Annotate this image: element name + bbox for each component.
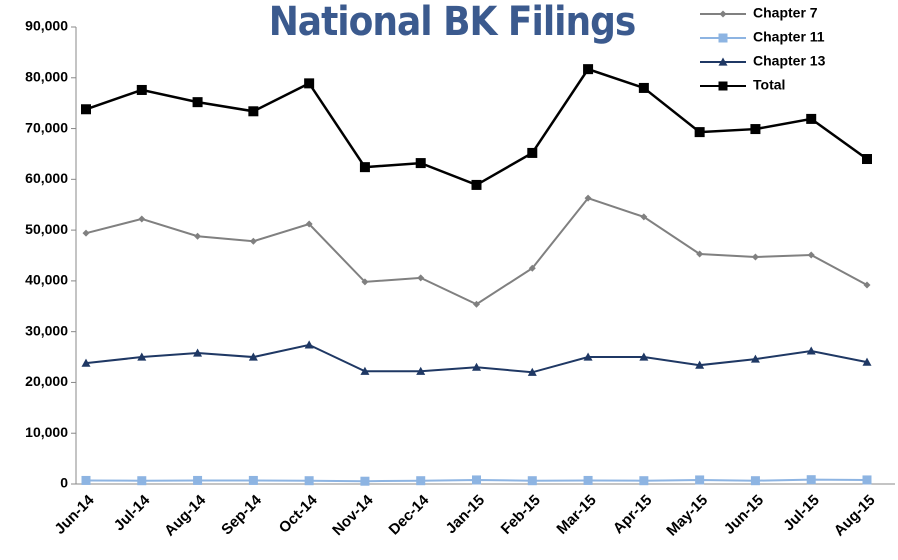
x-tick-label: May-15	[663, 492, 711, 540]
marker	[751, 253, 759, 261]
marker	[638, 82, 649, 93]
x-tick-label: Nov-14	[329, 491, 377, 539]
marker	[473, 300, 480, 308]
marker	[137, 352, 147, 361]
y-tick-label: 70,000	[25, 119, 68, 135]
legend-marker	[718, 33, 728, 43]
marker	[360, 476, 370, 486]
marker	[583, 352, 593, 361]
marker	[304, 78, 315, 89]
marker	[527, 147, 538, 158]
marker	[696, 250, 704, 258]
x-tick-label: Sep-14	[218, 491, 265, 538]
marker	[640, 213, 648, 221]
marker	[304, 340, 314, 349]
marker	[361, 278, 369, 286]
marker	[360, 366, 370, 375]
marker	[81, 358, 91, 367]
y-tick-label: 10,000	[25, 424, 68, 440]
x-tick-label: Apr-15	[610, 492, 656, 538]
marker	[584, 194, 592, 202]
x-tick-label: Feb-15	[498, 492, 544, 538]
x-tick-label: Oct-14	[276, 491, 321, 536]
marker	[193, 348, 203, 357]
legend-marker	[718, 81, 728, 91]
legend-label: Chapter 7	[753, 5, 818, 21]
x-tick-label: Jul-14	[111, 491, 154, 534]
marker	[82, 229, 90, 237]
legend-label: Chapter 11	[753, 29, 825, 45]
y-tick-label: 30,000	[25, 322, 68, 338]
x-tick-label: Mar-15	[553, 492, 599, 538]
marker	[750, 124, 761, 135]
marker	[415, 158, 426, 169]
x-tick-label: Aug-15	[831, 492, 879, 540]
marker	[639, 476, 649, 486]
marker	[81, 104, 91, 115]
marker	[249, 237, 257, 245]
y-tick-label: 90,000	[25, 18, 68, 34]
x-tick-label: Jun-15	[721, 492, 767, 538]
marker	[472, 475, 481, 485]
legend-marker	[719, 10, 727, 18]
marker	[416, 476, 426, 486]
marker	[193, 475, 203, 485]
y-tick-label: 0	[60, 475, 68, 491]
y-tick-label: 60,000	[25, 170, 68, 186]
marker	[750, 354, 760, 363]
marker	[416, 366, 426, 375]
marker	[694, 127, 705, 138]
marker	[137, 476, 147, 486]
x-tick-label: Dec-14	[386, 491, 433, 538]
marker	[248, 352, 258, 361]
marker	[639, 352, 649, 361]
marker	[806, 475, 816, 485]
marker	[136, 84, 147, 95]
marker	[248, 475, 258, 485]
marker	[750, 476, 760, 486]
marker	[527, 476, 537, 486]
marker	[583, 64, 594, 75]
marker	[194, 232, 202, 240]
marker	[471, 179, 482, 190]
marker	[862, 154, 872, 165]
marker	[304, 476, 314, 486]
y-tick-label: 40,000	[25, 272, 68, 288]
legend-label: Chapter 13	[753, 53, 826, 69]
legend-label: Total	[753, 77, 785, 93]
marker	[807, 251, 815, 259]
marker	[806, 346, 816, 355]
marker	[192, 97, 203, 108]
marker	[527, 367, 537, 376]
marker	[528, 264, 536, 272]
series-line	[85, 67, 868, 187]
marker	[359, 162, 370, 173]
marker	[583, 475, 593, 485]
x-tick-label: Aug-14	[161, 491, 209, 539]
marker	[695, 475, 705, 485]
marker	[862, 475, 872, 485]
x-tick-label: Jun-14	[51, 491, 98, 538]
y-tick-label: 20,000	[25, 373, 68, 389]
marker	[863, 281, 871, 289]
y-tick-label: 80,000	[25, 68, 68, 84]
marker	[248, 106, 259, 117]
marker	[472, 362, 481, 371]
marker	[695, 360, 705, 369]
x-tick-label: Jan-15	[443, 492, 489, 538]
marker	[862, 357, 872, 366]
marker	[305, 220, 313, 228]
legend-marker	[718, 57, 728, 66]
marker	[138, 215, 146, 223]
y-tick-label: 50,000	[25, 221, 68, 237]
chart-title: National BK Filings	[269, 0, 636, 45]
x-tick-label: Jul-15	[780, 492, 823, 535]
marker	[417, 274, 425, 282]
series-line	[85, 196, 868, 306]
marker	[81, 475, 91, 485]
marker	[806, 113, 817, 124]
